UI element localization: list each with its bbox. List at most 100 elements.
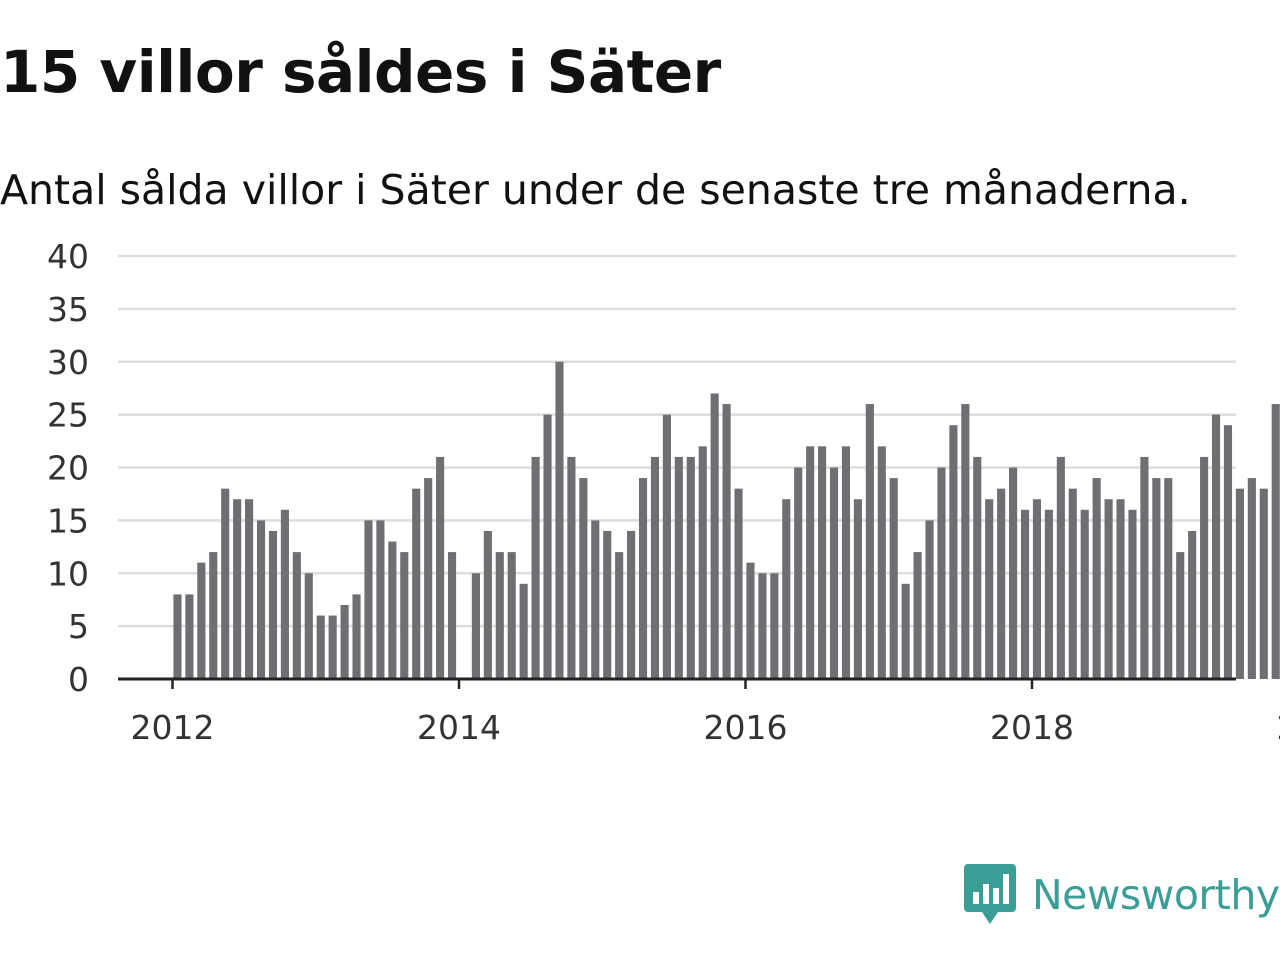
bar xyxy=(185,594,194,679)
y-tick-label: 40 xyxy=(47,237,89,276)
bar xyxy=(209,552,218,679)
bar xyxy=(901,583,910,679)
bar xyxy=(197,562,206,679)
bar xyxy=(686,456,695,679)
bar xyxy=(841,446,851,679)
bar xyxy=(567,456,576,679)
bar xyxy=(722,404,731,679)
bar xyxy=(961,404,970,679)
bar xyxy=(1188,530,1197,679)
bar xyxy=(829,467,839,679)
bar xyxy=(698,446,707,679)
bar xyxy=(997,488,1006,679)
bar xyxy=(328,615,337,679)
bar xyxy=(256,520,266,680)
bar xyxy=(173,594,182,679)
bar xyxy=(1152,478,1161,679)
bar xyxy=(1032,499,1042,679)
bar xyxy=(674,456,683,679)
bar xyxy=(412,488,421,679)
y-tick-label: 15 xyxy=(47,501,89,540)
bar xyxy=(1116,499,1125,679)
bar xyxy=(424,478,433,679)
bar xyxy=(507,552,516,679)
y-tick-label: 5 xyxy=(68,607,89,646)
bar xyxy=(889,478,898,679)
bar xyxy=(1271,404,1280,679)
y-tick-label: 0 xyxy=(68,660,89,699)
bar xyxy=(877,446,886,679)
bar xyxy=(280,509,289,679)
bar xyxy=(770,573,779,679)
bar xyxy=(495,552,504,679)
bar xyxy=(364,520,373,680)
bar xyxy=(316,615,325,679)
y-tick-label: 20 xyxy=(47,449,89,488)
bar xyxy=(853,499,862,679)
bar xyxy=(710,393,719,679)
bar xyxy=(483,530,492,679)
bar xyxy=(985,499,994,679)
y-axis-ticks: 0 5 10 15 20 25 30 35 40 xyxy=(47,237,89,699)
bar xyxy=(1140,456,1149,679)
newsworthy-logo[interactable]: Newsworthy xyxy=(964,864,1280,926)
bar xyxy=(1020,509,1030,679)
bar xyxy=(794,467,803,679)
x-tick-label: 2014 xyxy=(417,708,501,747)
bar xyxy=(913,552,922,679)
bar xyxy=(937,467,946,679)
bar xyxy=(973,456,982,679)
bar xyxy=(1128,509,1137,679)
bar xyxy=(591,520,600,680)
bar xyxy=(627,530,636,679)
bar xyxy=(221,488,230,679)
bar xyxy=(1164,478,1173,679)
bar xyxy=(1223,425,1233,679)
y-tick-label: 25 xyxy=(47,396,89,435)
bars xyxy=(173,361,1280,680)
bar xyxy=(865,404,874,679)
bar xyxy=(603,530,612,679)
bar xyxy=(1080,509,1089,679)
y-tick-label: 10 xyxy=(47,554,89,593)
bar xyxy=(925,520,934,680)
bar xyxy=(650,456,660,679)
newsworthy-logo-icon xyxy=(964,864,1016,924)
bar xyxy=(615,552,624,679)
chart-title: 15 villor såldes i Säter xyxy=(0,38,721,106)
bar xyxy=(1009,467,1018,679)
bar xyxy=(1200,456,1209,679)
chart-subtitle: Antal sålda villor i Säter under de sena… xyxy=(0,166,1191,214)
bar xyxy=(268,530,278,679)
newsworthy-logo-text: Newsworthy xyxy=(1032,871,1280,919)
bar xyxy=(746,562,755,679)
bar xyxy=(400,552,409,679)
bar xyxy=(662,414,671,680)
x-tick-label: 2016 xyxy=(704,708,788,747)
bar xyxy=(758,573,767,679)
bar xyxy=(376,520,385,680)
bar xyxy=(388,541,397,679)
bar xyxy=(233,499,242,679)
bar xyxy=(543,414,552,680)
x-tick-label: 2018 xyxy=(990,708,1074,747)
bar xyxy=(292,552,301,679)
bar xyxy=(1235,488,1244,679)
bar xyxy=(555,361,564,679)
bar xyxy=(519,583,528,679)
bar xyxy=(1176,552,1185,679)
bar xyxy=(638,478,648,679)
bar xyxy=(1211,414,1221,680)
y-tick-label: 35 xyxy=(47,290,89,329)
bar xyxy=(447,552,457,679)
x-tick-label: 2020 xyxy=(1277,708,1280,747)
bar xyxy=(1247,478,1256,679)
bar xyxy=(1056,456,1065,679)
bar xyxy=(1259,488,1268,679)
bar xyxy=(1104,499,1113,679)
bar xyxy=(352,594,361,679)
bar xyxy=(818,446,827,679)
bar xyxy=(245,499,254,679)
bar xyxy=(806,446,815,679)
